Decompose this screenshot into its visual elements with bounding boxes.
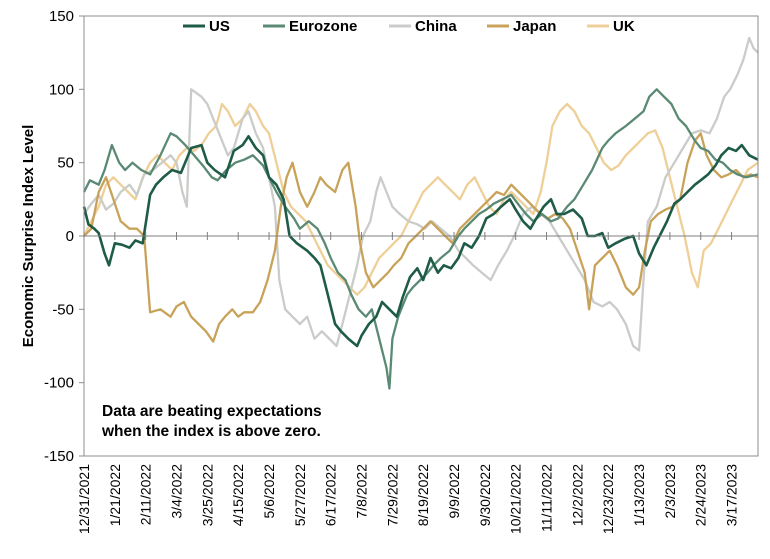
- x-tick-label: 10/21/2022: [508, 464, 524, 534]
- y-axis-label: Economic Surprise Index Level: [20, 125, 37, 348]
- annotation: Data are beating expectations when the i…: [101, 403, 326, 440]
- series-line-us: [82, 135, 759, 348]
- annotation-line-2: when the index is above zero.: [101, 423, 321, 440]
- x-tick-label: 5/6/2022: [261, 464, 277, 519]
- x-tick-label: 12/31/2021: [76, 464, 92, 534]
- y-tick-label: 100: [49, 81, 74, 98]
- series-line-eurozone: [82, 88, 759, 390]
- x-tick-label: 12/2/2022: [569, 464, 585, 526]
- legend-label-us: US: [209, 18, 230, 35]
- x-tick-label: 2/24/2023: [693, 464, 709, 526]
- series-lines: [82, 36, 759, 390]
- series-line-japan: [83, 132, 759, 343]
- x-tick-label: 5/27/2022: [292, 464, 308, 526]
- x-tick-label: 7/29/2022: [384, 464, 400, 526]
- y-tick-label: 150: [49, 8, 74, 25]
- legend-label-china: China: [415, 18, 457, 35]
- y-axis-ticks: -150 -100 -50 0 50 100 150: [44, 8, 84, 465]
- x-tick-label: 1/21/2022: [107, 464, 123, 526]
- x-tick-label: 7/8/2022: [354, 464, 370, 519]
- x-tick-label: 4/15/2022: [230, 464, 246, 526]
- annotation-line-1: Data are beating expectations: [102, 403, 322, 420]
- legend-label-eurozone: Eurozone: [289, 18, 357, 35]
- x-tick-label: 2/3/2023: [662, 464, 678, 519]
- y-tick-label: 0: [66, 228, 74, 245]
- series-line-uk: [82, 102, 759, 296]
- x-tick-label: 11/11/2022: [539, 464, 555, 532]
- y-tick-label: -150: [44, 448, 74, 465]
- y-tick-label: -50: [52, 301, 74, 318]
- y-tick-label: 50: [57, 155, 74, 172]
- legend-label-japan: Japan: [513, 18, 556, 35]
- x-tick-label: 12/23/2022: [600, 464, 616, 534]
- x-tick-label: 3/4/2022: [169, 464, 185, 519]
- legend-label-uk: UK: [613, 18, 635, 35]
- y-tick-label: -100: [44, 375, 74, 392]
- x-tick-label: 6/17/2022: [323, 464, 339, 526]
- x-tick-label: 8/19/2022: [415, 464, 431, 526]
- x-tick-label: 9/30/2022: [477, 464, 493, 526]
- x-axis-ticks: 12/31/2021 1/21/2022 2/11/2022 3/4/2022 3/25…: [76, 232, 740, 534]
- x-tick-label: 3/25/2022: [199, 464, 215, 526]
- legend: US Eurozone China Japan UK: [183, 18, 635, 35]
- x-tick-label: 3/17/2023: [724, 464, 740, 526]
- x-tick-label: 1/13/2023: [631, 464, 647, 526]
- x-tick-label: 9/9/2022: [446, 464, 462, 519]
- x-tick-label: 2/11/2022: [138, 464, 154, 525]
